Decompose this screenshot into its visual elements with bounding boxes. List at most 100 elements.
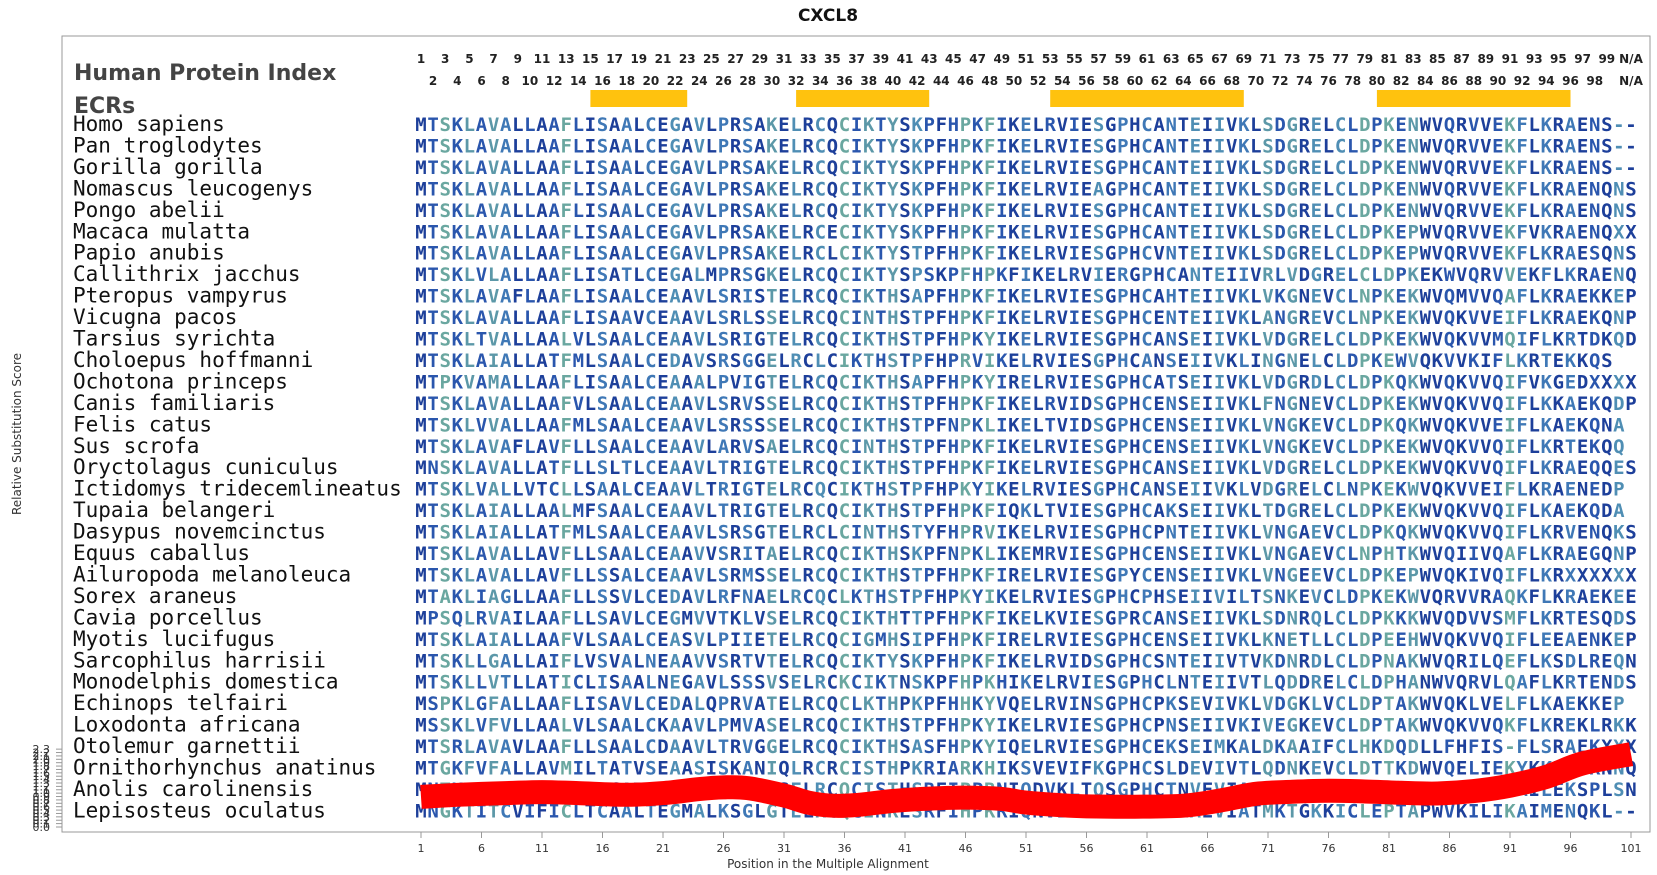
residue: A bbox=[911, 371, 923, 393]
residue: V bbox=[1468, 157, 1479, 179]
residue: S bbox=[718, 564, 729, 586]
residue: F bbox=[1516, 114, 1527, 136]
residue: L bbox=[1468, 758, 1479, 780]
residue: K bbox=[452, 479, 464, 501]
residue: L bbox=[1250, 157, 1261, 179]
residue: E bbox=[657, 522, 668, 544]
residue: K bbox=[1456, 715, 1468, 737]
residue: I bbox=[1492, 800, 1503, 822]
residue: M bbox=[415, 543, 426, 565]
residue: D bbox=[1359, 436, 1370, 458]
residue: K bbox=[1020, 672, 1032, 694]
residue: L bbox=[1347, 543, 1358, 565]
residue: T bbox=[706, 479, 717, 501]
residue: S bbox=[439, 178, 450, 200]
residue: X bbox=[1589, 371, 1601, 393]
residue: V bbox=[1468, 114, 1479, 136]
residue: E bbox=[1395, 200, 1406, 222]
residue: K bbox=[863, 715, 875, 737]
residue: F bbox=[936, 393, 947, 415]
residue: Q bbox=[827, 693, 838, 715]
residue: A bbox=[548, 135, 560, 157]
residue: D bbox=[1347, 350, 1358, 372]
residue: H bbox=[960, 693, 971, 715]
residue: K bbox=[1299, 436, 1311, 458]
residue: S bbox=[609, 586, 620, 608]
position-number-top: 45 bbox=[945, 52, 962, 66]
residue: E bbox=[1081, 114, 1092, 136]
residue: K bbox=[972, 307, 984, 329]
residue: C bbox=[839, 114, 850, 136]
residue: L bbox=[573, 543, 584, 565]
residue: A bbox=[669, 758, 681, 780]
residue: V bbox=[1432, 114, 1443, 136]
residue: Q bbox=[1444, 758, 1455, 780]
residue: L bbox=[1323, 371, 1334, 393]
residue: R bbox=[1044, 736, 1056, 758]
residue: P bbox=[923, 457, 934, 479]
residue: K bbox=[1504, 200, 1516, 222]
residue: K bbox=[863, 650, 875, 672]
residue: T bbox=[1178, 221, 1189, 243]
residue: A bbox=[621, 629, 633, 651]
residue: S bbox=[1625, 672, 1636, 694]
residue: E bbox=[1190, 414, 1201, 436]
residue: R bbox=[730, 307, 742, 329]
position-number-top: 95 bbox=[1550, 52, 1567, 66]
residue: P bbox=[960, 393, 971, 415]
residue: E bbox=[1395, 243, 1406, 265]
species-name: Pongo abelii bbox=[73, 198, 225, 222]
residue: L bbox=[790, 607, 801, 629]
species-name: Otolemur garnettii bbox=[73, 734, 301, 758]
residue: R bbox=[802, 221, 814, 243]
residue: V bbox=[1528, 371, 1539, 393]
residue: A bbox=[621, 307, 633, 329]
residue: F bbox=[560, 393, 571, 415]
residue: A bbox=[681, 693, 693, 715]
residue: T bbox=[1178, 135, 1189, 157]
residue: A bbox=[766, 543, 778, 565]
residue: L bbox=[524, 221, 535, 243]
residue: Q bbox=[1444, 543, 1455, 565]
residue: T bbox=[875, 114, 886, 136]
residue: K bbox=[1299, 758, 1311, 780]
residue: R bbox=[1456, 650, 1468, 672]
residue: V bbox=[1432, 329, 1443, 351]
residue: I bbox=[1069, 329, 1080, 351]
residue: I bbox=[1214, 758, 1225, 780]
residue: K bbox=[911, 650, 923, 672]
residue: M bbox=[1032, 543, 1043, 565]
residue: P bbox=[1371, 221, 1382, 243]
residue: G bbox=[1105, 157, 1116, 179]
residue: L bbox=[560, 500, 571, 522]
residue: L bbox=[1250, 414, 1261, 436]
residue: C bbox=[839, 414, 850, 436]
residue: V bbox=[1226, 243, 1237, 265]
residue: I bbox=[585, 200, 596, 222]
residue: T bbox=[1238, 650, 1249, 672]
residue: R bbox=[730, 693, 742, 715]
residue: S bbox=[439, 221, 450, 243]
residue: L bbox=[524, 243, 535, 265]
position-number-top: 21 bbox=[655, 52, 672, 66]
residue: I bbox=[851, 414, 862, 436]
residue: V bbox=[1432, 243, 1443, 265]
residue: P bbox=[923, 221, 934, 243]
residue: P bbox=[718, 157, 729, 179]
residue: Q bbox=[839, 779, 850, 801]
residue: T bbox=[1178, 307, 1189, 329]
residue: A bbox=[621, 329, 633, 351]
residue: K bbox=[1044, 607, 1056, 629]
residue: I bbox=[1069, 243, 1080, 265]
residue: L bbox=[1335, 479, 1346, 501]
residue: H bbox=[887, 564, 898, 586]
residue: X bbox=[1625, 371, 1637, 393]
position-number-top: 29 bbox=[751, 52, 768, 66]
residue: L bbox=[524, 157, 535, 179]
residue: I bbox=[1202, 221, 1213, 243]
residue: E bbox=[1081, 564, 1092, 586]
residue: V bbox=[1480, 221, 1491, 243]
residue: L bbox=[1528, 286, 1539, 308]
residue: Q bbox=[1444, 329, 1455, 351]
residue: M bbox=[560, 758, 571, 780]
